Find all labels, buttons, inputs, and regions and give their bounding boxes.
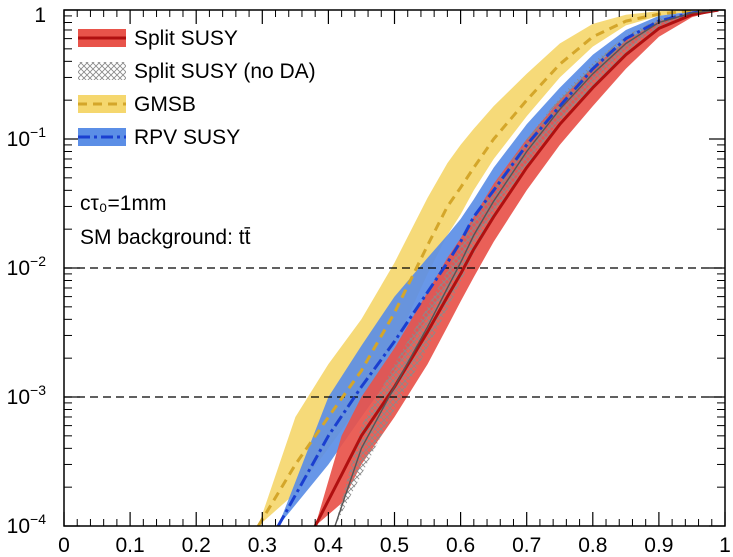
- legend-label-split-susy-no-da: Split SUSY (no DA): [134, 60, 316, 83]
- line-split-susy: [313, 10, 719, 526]
- x-tick-label: 0.1: [115, 534, 144, 557]
- y-tick-label: 10−3: [7, 382, 47, 409]
- y-tick-label: 10−1: [7, 124, 47, 151]
- x-tick-label: 0.9: [644, 534, 673, 557]
- x-tick-label: 0.5: [380, 534, 409, 557]
- x-tick-label: 0.2: [182, 534, 211, 557]
- legend-label-rpv-susy: RPV SUSY: [134, 126, 240, 149]
- legend-label-split-susy: Split SUSY: [134, 27, 238, 50]
- axis-ticks: [63, 9, 726, 527]
- x-tick-label: 1: [719, 534, 731, 557]
- legend: Split SUSY Split SUSY (no DA) GMSB RPV SUSY: [78, 27, 316, 149]
- annotation: cτ₀=1mm SM background: tt̄: [80, 192, 251, 249]
- uncertainty-bands: [258, 10, 719, 526]
- series-lines: [257, 10, 719, 526]
- reference-lines: [64, 267, 725, 398]
- line-gmsb: [257, 10, 719, 526]
- annotation-background: SM background: tt̄: [80, 226, 251, 249]
- x-tick-label: 0.3: [248, 534, 277, 557]
- y-tick-label: 10−4: [7, 511, 47, 538]
- annotation-lifetime: cτ₀=1mm: [80, 192, 166, 215]
- x-tick-labels: 0 0.1 0.2 0.3 0.4 0.5 0.6 0.7 0.8 0.9 1: [58, 534, 731, 557]
- y-tick-labels: 1 10−1 10−2 10−3 10−4: [7, 4, 47, 538]
- x-tick-label: 0.4: [314, 534, 344, 557]
- x-tick-label: 0.8: [578, 534, 607, 557]
- x-tick-label: 0: [58, 534, 70, 557]
- legend-swatch-split-susy-no-da: [78, 62, 126, 80]
- line-split-susy-no-da: [334, 10, 719, 526]
- legend-label-gmsb: GMSB: [134, 93, 196, 116]
- line-rpv-susy: [276, 10, 719, 526]
- y-tick-label: 1: [34, 4, 46, 27]
- x-tick-label: 0.6: [446, 534, 475, 557]
- y-tick-label: 10−2: [7, 253, 47, 280]
- x-tick-label: 0.7: [512, 534, 541, 557]
